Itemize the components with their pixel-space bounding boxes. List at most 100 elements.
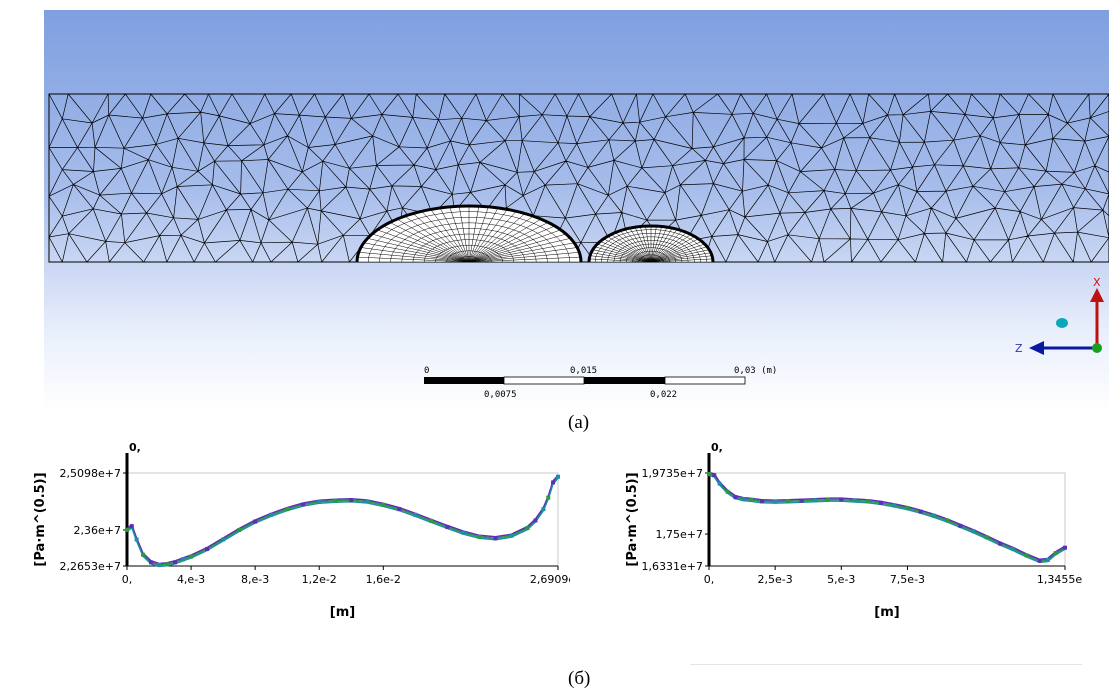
data-point [493,536,498,541]
data-point [365,499,370,504]
data-point [397,507,402,512]
y-tick-label: 1,6331e+7 [642,560,703,573]
data-point [733,495,738,500]
data-point [786,499,791,504]
data-point [799,498,804,503]
scale-bar-segment [424,377,504,384]
x-tick-label: 0, [704,573,715,586]
data-point [878,500,883,505]
data-point [717,481,722,486]
data-point [551,480,556,485]
data-point [461,530,466,535]
data-point [931,513,936,518]
x-tick-label: 1,2e-2 [302,573,337,586]
data-point [221,537,226,542]
data-point [269,512,274,517]
data-point [749,497,754,502]
data-point [759,499,764,504]
data-point [173,560,178,565]
data-point [712,473,717,478]
y-tick-label: 2,36e+7 [74,524,121,537]
data-point [812,498,817,503]
scale-label-03: 0,03 (m) [734,366,777,376]
data-point [1045,558,1050,563]
mesh-viewport[interactable]: 0 0,015 0,03 (m) 0,0075 0,022 X Z [44,10,1109,410]
series-line [126,476,559,566]
scale-bar-segment [584,377,665,384]
data-point [285,507,290,512]
data-point [413,512,418,517]
data-point [905,506,910,511]
plot-area [708,472,1066,567]
data-point [533,518,538,523]
x-origin-label: 0, [129,441,141,454]
series-line [126,474,559,565]
data-point [1053,551,1058,556]
data-point [725,489,730,494]
data-point [892,503,897,508]
mesh-wireframe [48,93,1109,263]
dense-mesh-region-large [355,204,583,263]
dense-mesh-region-small [587,224,715,263]
mesh-svg: 0 0,015 0,03 (m) 0,0075 0,022 X Z [48,93,1109,400]
data-point [237,527,242,532]
caption-b: (б) [568,668,591,689]
mesh-edges [48,93,1109,263]
triad-sphere [1056,318,1068,328]
data-point [157,562,162,567]
scale-bar: 0 0,015 0,03 (m) 0,0075 0,022 [424,366,777,400]
data-point [301,502,306,507]
data-point [1024,553,1029,558]
triad-z-arrow [1029,341,1044,355]
data-point [477,534,482,539]
data-point [773,499,778,504]
series-line [708,471,1066,561]
x-tick-label: 1,3455e-2 [1037,573,1082,586]
caption-a: (a) [568,412,590,433]
data-point [839,497,844,502]
data-point [189,554,194,559]
x-tick-label: 2,6909e-2 [530,573,570,586]
dense-mesh-outline [587,224,715,263]
data-point [253,519,258,524]
data-point [741,497,746,502]
scale-bar-segment [503,376,585,385]
data-point [541,507,546,512]
data-point [998,541,1003,546]
x-tick-label: 1,6e-2 [366,573,401,586]
data-point [865,499,870,504]
data-point [317,499,322,504]
data-point [125,527,129,532]
x-tick-label: 0, [122,573,133,586]
data-point [129,524,134,529]
data-point [1037,558,1042,563]
data-point [525,526,530,531]
data-point [546,495,551,500]
triad-x-label: X [1093,276,1101,289]
data-point [852,498,857,503]
data-point [445,524,450,529]
data-point [181,557,186,562]
plot-area [126,472,559,567]
data-point [556,474,560,479]
dense-mesh-edges [588,225,714,263]
data-point [349,498,354,503]
data-point [707,471,711,476]
x-tick-label: 5,e-3 [827,573,855,586]
x-tick-label: 8,e-3 [241,573,269,586]
y-tick-label: 2,5098e+7 [60,467,121,480]
x-tick-label: 2,5e-3 [758,573,793,586]
scale-label-0: 0 [424,366,429,376]
scale-label-022: 0,022 [650,390,677,400]
divider-line [690,664,1082,665]
scale-label-0075: 0,0075 [484,390,517,400]
data-point [333,498,338,503]
data-point [141,552,146,557]
series-line [126,477,559,568]
chart-right-svg: 0,1,9735e+71,75e+71,6331e+70, 2,5e-3 5,e-3… [625,441,1082,620]
y-axis-title: [Pa·m^(0.5)] [33,472,48,566]
x-axis-title: [m] [330,605,355,620]
data-point [945,518,950,523]
data-point [984,535,989,540]
data-point [205,546,210,551]
